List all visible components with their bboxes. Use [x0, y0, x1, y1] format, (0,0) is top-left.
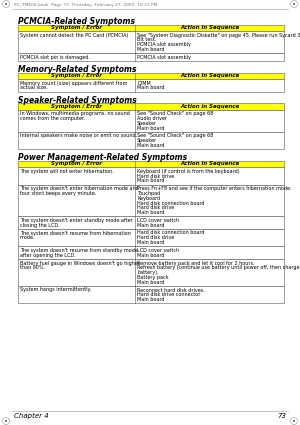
Text: after opening the LCD.: after opening the LCD. [20, 253, 76, 258]
Text: Main board: Main board [137, 143, 164, 148]
Text: Main board: Main board [137, 210, 164, 215]
Text: PCMCIA-Related Symptoms: PCMCIA-Related Symptoms [18, 17, 135, 26]
Text: Touchpad: Touchpad [137, 191, 160, 196]
Text: Memory count (size) appears different from: Memory count (size) appears different fr… [20, 80, 128, 85]
Text: PCMCIA slot pin is damaged.: PCMCIA slot pin is damaged. [20, 55, 90, 60]
Bar [18, 25, 284, 31]
Text: mode.: mode. [20, 235, 35, 240]
Text: The system will not enter hibernation.: The system will not enter hibernation. [20, 169, 114, 174]
Text: Symptom / Error: Symptom / Error [51, 162, 102, 167]
Bar [18, 110, 284, 132]
Bar [18, 246, 284, 259]
Bar [18, 184, 284, 216]
Text: Internal speakers make noise or emit no sound.: Internal speakers make noise or emit no … [20, 133, 137, 138]
Text: Hard disk drive: Hard disk drive [137, 173, 174, 178]
Text: Main board: Main board [137, 280, 164, 285]
Text: actual size.: actual size. [20, 85, 48, 90]
Text: The system doesn't enter standby mode after: The system doesn't enter standby mode af… [20, 218, 133, 223]
Text: Action in Sequence: Action in Sequence [180, 73, 239, 78]
Text: Action in Sequence: Action in Sequence [180, 104, 239, 109]
Text: Battery fuel gauge in Windows doesn't go higher: Battery fuel gauge in Windows doesn't go… [20, 261, 140, 266]
Text: See "Sound Check" on page 68: See "Sound Check" on page 68 [137, 111, 213, 116]
Text: Reconnect hard disk drives.: Reconnect hard disk drives. [137, 287, 205, 292]
Text: DIMM: DIMM [137, 80, 151, 85]
Bar [18, 53, 284, 61]
Text: SC_TM600.book  Page 73  Thursday, February 27, 2003  10:21 PM: SC_TM600.book Page 73 Thursday, February… [14, 3, 158, 7]
Text: Hard disk connection board: Hard disk connection board [137, 230, 205, 235]
Text: Main board: Main board [137, 223, 164, 228]
Bar [18, 161, 284, 167]
Text: Main board: Main board [137, 253, 164, 258]
Text: Keyboard (if control is from the keyboard): Keyboard (if control is from the keyboar… [137, 169, 240, 174]
Text: Press Fn+F8 and see if the computer enters hibernation mode.: Press Fn+F8 and see if the computer ente… [137, 186, 292, 191]
Text: 73: 73 [277, 413, 286, 419]
Text: Remove battery pack and let it cool for 2 hours.: Remove battery pack and let it cool for … [137, 261, 254, 266]
Text: Main board: Main board [137, 297, 164, 302]
Text: Hard disk connection board: Hard disk connection board [137, 201, 205, 206]
Text: The system doesn't resume from standby mode: The system doesn't resume from standby m… [20, 248, 138, 253]
Bar [18, 216, 284, 229]
Circle shape [293, 420, 295, 422]
Bar [18, 286, 284, 303]
Text: Speaker: Speaker [137, 138, 157, 143]
Text: Main board: Main board [137, 47, 164, 52]
Text: Hard disk drive: Hard disk drive [137, 235, 174, 240]
Text: See "Sound Check" on page 68: See "Sound Check" on page 68 [137, 133, 213, 138]
Text: Memory-Related Symptoms: Memory-Related Symptoms [18, 65, 136, 74]
Text: closing the LCD.: closing the LCD. [20, 223, 60, 228]
Text: Hard disk drive: Hard disk drive [137, 205, 174, 210]
Text: than 90%.: than 90%. [20, 265, 45, 270]
Text: Hard disk drive connector: Hard disk drive connector [137, 292, 200, 298]
Circle shape [5, 420, 7, 422]
Text: Chapter 4: Chapter 4 [14, 413, 49, 419]
Text: comes from the computer.: comes from the computer. [20, 116, 85, 121]
Bar [18, 103, 284, 110]
Text: PCMCIA slot assembly: PCMCIA slot assembly [137, 42, 191, 47]
Text: The system doesn't resume from hibernation: The system doesn't resume from hibernati… [20, 230, 131, 235]
Bar [18, 132, 284, 149]
Bar [18, 167, 284, 184]
Bar [18, 79, 284, 92]
Text: Keyboard: Keyboard [137, 196, 160, 201]
Text: Main board: Main board [137, 178, 164, 183]
Text: Speaker-Related Symptoms: Speaker-Related Symptoms [18, 96, 137, 105]
Bar [18, 31, 284, 53]
Text: Symptom / Error: Symptom / Error [51, 73, 102, 78]
Bar [18, 259, 284, 286]
Text: Audio driver: Audio driver [137, 116, 167, 121]
Circle shape [293, 3, 295, 5]
Text: four short beeps every minute.: four short beeps every minute. [20, 191, 96, 196]
Text: Power Management-Related Symptoms: Power Management-Related Symptoms [18, 153, 187, 162]
Text: In Windows, multimedia programs, no sound: In Windows, multimedia programs, no soun… [20, 111, 130, 116]
Text: Refresh battery (continue use battery until power off, then charge: Refresh battery (continue use battery un… [137, 265, 299, 270]
Text: LCD cover switch: LCD cover switch [137, 248, 179, 253]
Text: battery).: battery). [137, 270, 158, 275]
Text: PCMCIA slot assembly: PCMCIA slot assembly [137, 55, 191, 60]
Text: Main board: Main board [137, 85, 164, 90]
Bar [18, 73, 284, 79]
Bar [18, 229, 284, 246]
Text: Bit test.: Bit test. [137, 37, 156, 42]
Text: Main board: Main board [137, 240, 164, 245]
Text: Battery pack: Battery pack [137, 275, 169, 280]
Text: LCD cover switch: LCD cover switch [137, 218, 179, 223]
Text: The system doesn't enter hibernation mode and: The system doesn't enter hibernation mod… [20, 186, 139, 191]
Text: See "System Diagnostic Diskette" on page 45. Please run Sycard 32: See "System Diagnostic Diskette" on page… [137, 32, 300, 37]
Text: System hangs intermittently.: System hangs intermittently. [20, 287, 91, 292]
Text: Main board: Main board [137, 125, 164, 130]
Text: Speaker: Speaker [137, 121, 157, 126]
Text: Action in Sequence: Action in Sequence [180, 162, 239, 167]
Text: Symptom / Error: Symptom / Error [51, 104, 102, 109]
Circle shape [5, 3, 7, 5]
Text: Action in Sequence: Action in Sequence [180, 25, 239, 30]
Text: Symptom / Error: Symptom / Error [51, 25, 102, 30]
Text: System cannot detect the PC Card (PCMCIA): System cannot detect the PC Card (PCMCIA… [20, 32, 128, 37]
